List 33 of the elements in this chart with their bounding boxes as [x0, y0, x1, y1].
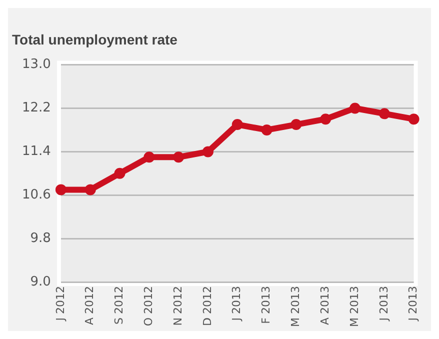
chart-title: Total unemployment rate [12, 31, 178, 48]
y-tick-label: 11.4 [22, 144, 51, 160]
y-tick-label: 10.6 [22, 188, 51, 203]
point [232, 119, 243, 130]
point [114, 168, 126, 179]
x-tick-label: J 2013 [406, 286, 420, 322]
point [173, 152, 184, 163]
point [349, 102, 360, 114]
point [290, 119, 302, 130]
point [261, 124, 272, 136]
x-tick-label: M 2013 [289, 286, 302, 328]
x-tick-label: A 2012 [83, 286, 96, 326]
point [320, 114, 332, 125]
point [55, 184, 66, 196]
x-tick-label: O 2012 [142, 286, 156, 326]
point [84, 184, 96, 196]
x-tick-label: D 2012 [200, 286, 214, 326]
x-tick-label: J 2013 [377, 286, 390, 322]
point [202, 146, 214, 158]
x-tick-label: J 2012 [54, 286, 67, 322]
x-tick-label: M 2013 [348, 286, 361, 328]
x-tick-label: F 2013 [260, 286, 273, 324]
y-tick-label: 9.0 [30, 274, 51, 290]
y-tick-label: 12.2 [22, 100, 51, 116]
point [144, 152, 155, 163]
point [408, 114, 420, 125]
x-tick-label: N 2012 [171, 286, 184, 326]
x-tick-label: S 2012 [112, 286, 126, 325]
x-tick-label: J 2013 [230, 286, 244, 322]
point [378, 108, 390, 120]
x-tick-label: A 2013 [318, 286, 332, 326]
y-tick-label: 13.0 [22, 57, 51, 72]
y-tick-label: 9.8 [30, 230, 51, 246]
